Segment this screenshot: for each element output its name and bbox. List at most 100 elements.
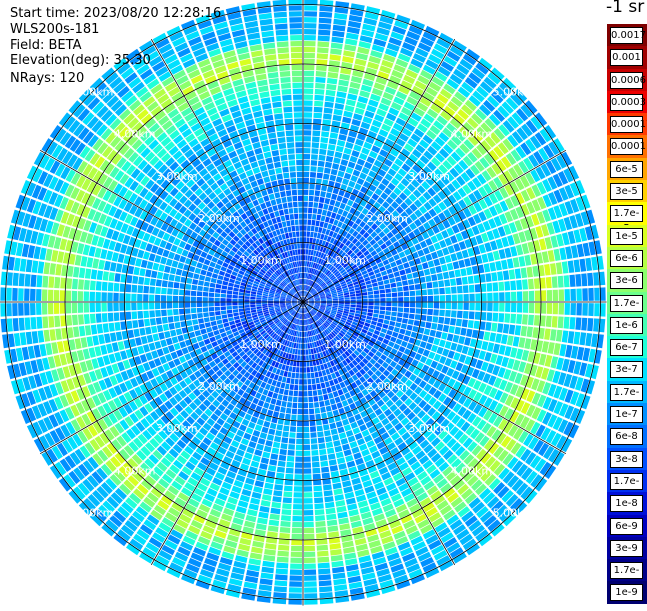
ppi-gate	[75, 255, 82, 266]
ppi-gate	[474, 275, 480, 283]
ppi-gate	[128, 330, 135, 339]
ppi-gate	[200, 329, 206, 335]
ppi-gate	[303, 225, 306, 230]
ppi-gate	[594, 288, 600, 301]
ppi-gate	[451, 310, 457, 317]
ppi-gate	[332, 434, 339, 441]
ppi-gate	[329, 218, 334, 224]
ppi-gate	[212, 325, 218, 330]
ppi-gate	[582, 303, 588, 316]
ppi-gate	[38, 330, 45, 342]
ppi-gate	[333, 483, 342, 490]
ppi-gate	[331, 429, 338, 435]
ppi-gate	[306, 361, 309, 366]
ppi-gate	[345, 300, 350, 302]
ppi-gate	[157, 325, 163, 332]
ppi-gate	[447, 263, 454, 271]
ppi-gate	[160, 257, 167, 265]
ppi-gate	[446, 303, 451, 310]
ppi-gate	[289, 587, 302, 593]
ppi-gate	[204, 259, 211, 265]
ppi-gate	[304, 439, 310, 444]
ppi-gate	[342, 480, 351, 487]
ppi-gate	[268, 299, 273, 301]
ppi-gate	[433, 288, 439, 294]
ppi-gate	[337, 427, 344, 434]
ppi-gate	[515, 325, 521, 335]
ppi-gate	[264, 483, 273, 490]
ppi-gate	[507, 335, 514, 345]
ppi-gate	[304, 83, 314, 89]
ppi-gate	[430, 267, 436, 274]
ppi-gate	[60, 290, 66, 301]
ppi-gate	[197, 286, 203, 291]
ppi-gate	[329, 459, 337, 465]
ppi-gate	[548, 342, 555, 354]
ppi-gate	[38, 261, 45, 273]
ppi-gate	[314, 196, 319, 202]
ppi-gate	[42, 316, 48, 328]
ppi-gate	[232, 295, 238, 298]
ppi-gate	[48, 303, 54, 314]
ppi-gate	[312, 456, 319, 462]
ppi-gate	[374, 310, 380, 314]
ppi-gate	[373, 286, 379, 290]
ppi-gate	[157, 272, 163, 279]
ppi-gate	[272, 393, 278, 399]
ppi-gate	[327, 299, 332, 301]
ppi-gate	[304, 468, 312, 473]
ppi-gate	[250, 498, 260, 505]
ppi-gate	[32, 331, 39, 344]
ppi-gate	[137, 311, 143, 319]
ppi-gate	[154, 255, 161, 263]
ppi-gate	[197, 291, 203, 296]
ppi-gate	[166, 259, 173, 267]
ppi-gate	[90, 314, 96, 324]
ppi-gate	[36, 303, 42, 315]
ppi-gate	[308, 391, 313, 397]
ppi-gate	[314, 402, 319, 408]
ppi-gate	[304, 77, 314, 83]
ppi-gate	[299, 373, 302, 378]
ppi-gate	[149, 253, 156, 261]
ppi-gate	[386, 298, 391, 302]
ppi-gate	[179, 341, 186, 348]
ppi-gate	[162, 280, 168, 287]
ppi-gate	[143, 344, 150, 352]
ppi-gate	[55, 329, 62, 341]
ppi-gate	[108, 282, 114, 291]
ppi-gate	[141, 336, 148, 344]
ppi-gate	[515, 269, 521, 279]
ppi-gate	[51, 250, 58, 262]
ppi-gate	[193, 325, 199, 331]
ppi-gate	[213, 269, 219, 275]
ppi-gate	[409, 314, 415, 320]
ppi-gate	[504, 281, 510, 291]
ppi-gate	[179, 303, 184, 309]
ppi-gate	[228, 283, 234, 287]
ppi-gate	[468, 276, 474, 284]
ppi-gate	[522, 279, 528, 289]
ppi-gate	[317, 426, 323, 432]
ppi-gate	[258, 512, 268, 519]
ppi-gate	[314, 232, 318, 238]
ppi-gate	[233, 313, 239, 317]
ppi-gate	[337, 171, 344, 178]
ppi-gate	[185, 308, 191, 314]
ppi-gate	[274, 387, 279, 393]
ppi-gate	[282, 509, 292, 515]
ppi-gate	[568, 260, 575, 273]
ppi-gate	[312, 244, 315, 250]
ppi-gate	[251, 307, 257, 310]
ppi-gate	[281, 515, 291, 521]
ppi-gate	[203, 297, 208, 302]
ppi-gate	[315, 89, 325, 95]
ppi-gate	[286, 468, 294, 474]
ppi-gate	[529, 303, 535, 313]
ppi-gate	[168, 252, 175, 260]
ppi-gate	[556, 262, 563, 274]
ppi-gate	[279, 388, 284, 394]
ppi-gate	[350, 297, 355, 300]
ppi-gate	[513, 257, 520, 267]
ppi-gate	[328, 526, 339, 533]
